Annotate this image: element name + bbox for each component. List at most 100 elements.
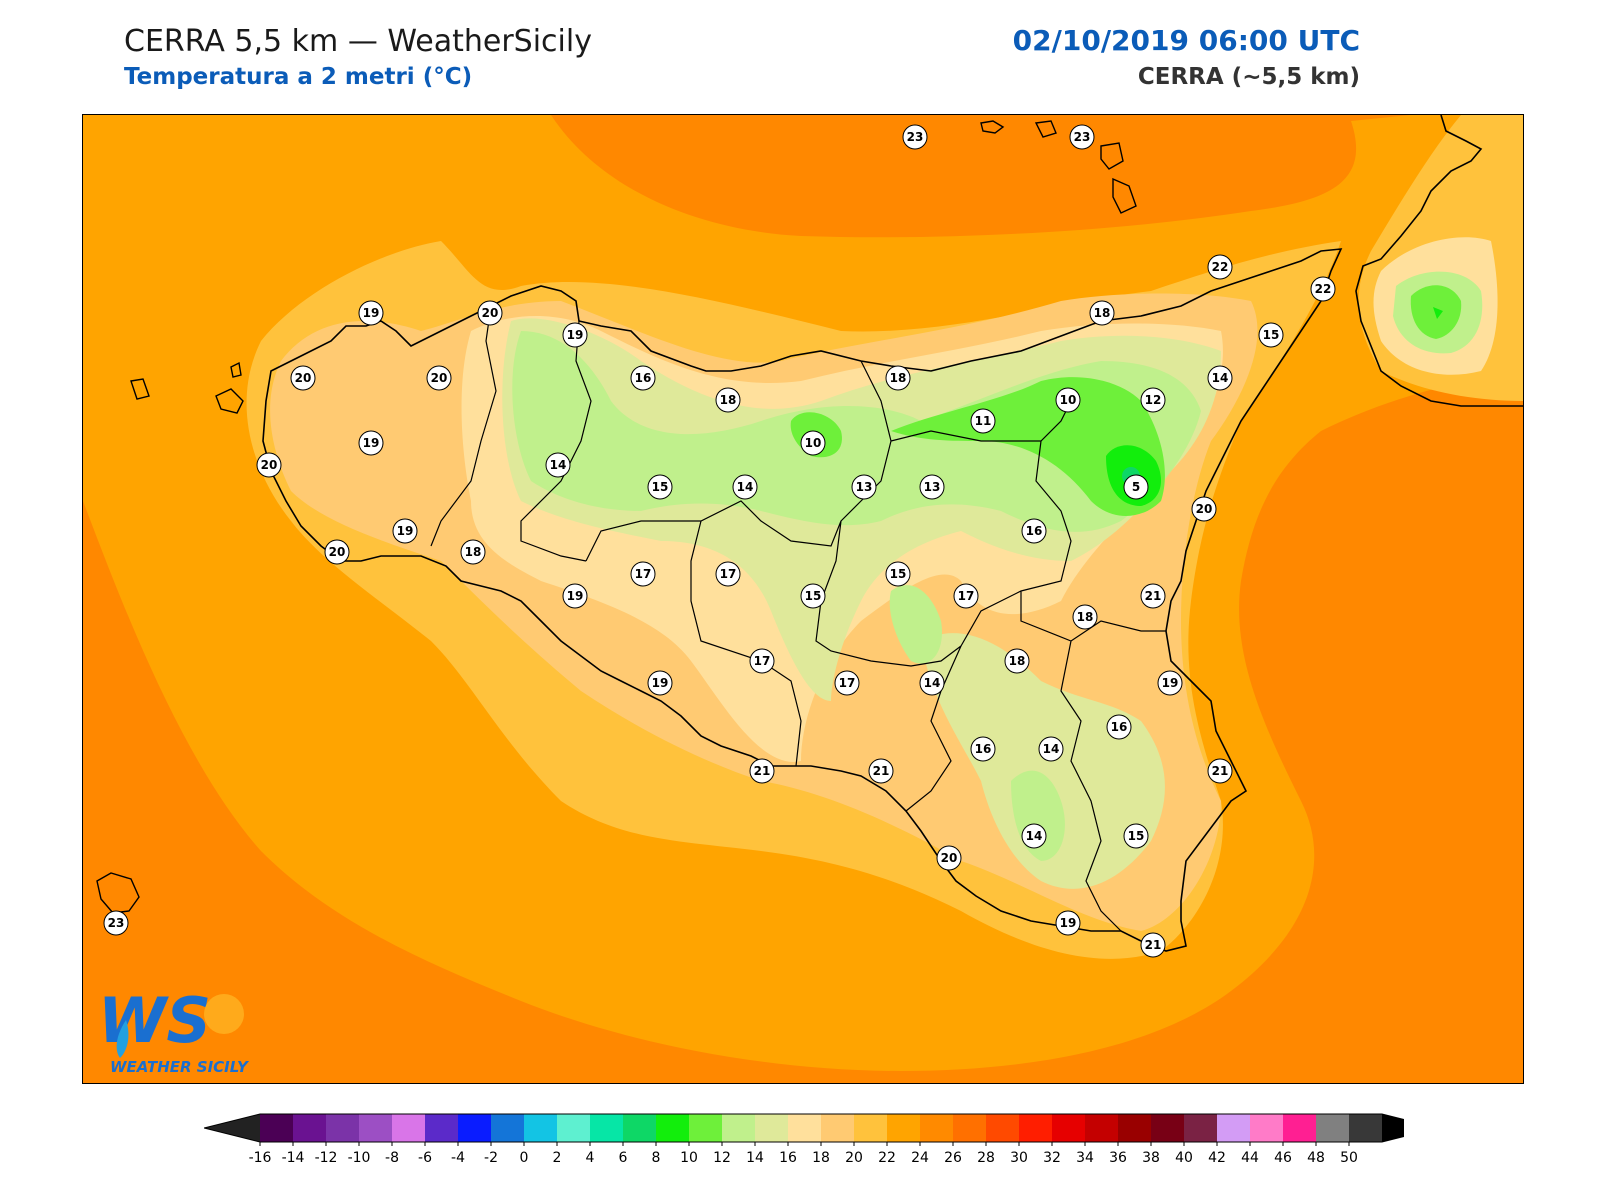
island-lipari [1112,177,1137,214]
svg-text:18: 18 [465,545,482,559]
svg-text:19: 19 [363,306,380,320]
svg-text:21: 21 [754,764,771,778]
station-marker: 23 [103,910,129,936]
station-marker: 21 [868,758,894,784]
colorbar-tick-label: 30 [1010,1150,1028,1166]
station-marker: 14 [732,474,758,500]
colorbar-cell [1349,1114,1383,1142]
station-marker: 17 [630,561,656,587]
colorbar-cell [1052,1114,1086,1142]
station-marker: 15 [647,474,673,500]
colorbar-cell [1316,1114,1350,1142]
colorbar-cell [1085,1114,1119,1142]
colorbar-tick-label: 4 [586,1150,595,1166]
station-marker: 16 [630,365,656,391]
station-marker: 12 [1140,387,1166,413]
colorbar-tick-label: 8 [652,1150,661,1166]
station-marker: 18 [460,539,486,565]
svg-text:20: 20 [941,851,958,865]
colorbar-tick-label: 18 [812,1150,830,1166]
province-borders [430,305,1166,932]
colorbar-cell [1283,1114,1317,1142]
island-favignana [215,388,244,414]
temperature-colorbar: -16 -14 -12 -10 -8 -6 -4 -2 0 2 4 6 8 10 12 14 16 18 20 22 2… [204,1113,1404,1166]
band-12-center [889,585,942,664]
station-marker: 16 [1106,714,1132,740]
model-resolution: CERRA (~5,5 km) [1137,64,1360,90]
svg-text:20: 20 [431,371,448,385]
svg-text:20: 20 [1196,502,1213,516]
station-marker: 15 [1258,322,1284,348]
colorbar-tick-label: 22 [878,1150,896,1166]
colorbar-cells [204,1113,1404,1143]
colorbar-cell [1151,1114,1185,1142]
colorbar-tick-label: 14 [746,1150,764,1166]
svg-text:16: 16 [635,371,652,385]
station-marker: 15 [800,583,826,609]
logo-initials: WS [98,984,211,1057]
colorbar-cell [722,1114,756,1142]
station-marker: 20 [936,845,962,871]
svg-text:5: 5 [1132,480,1140,494]
colorbar-tick-label: -2 [484,1150,498,1166]
colorbar-cell [986,1114,1020,1142]
colorbar-cell [1250,1114,1284,1142]
station-marker: 18 [885,365,911,391]
station-marker: 23 [1069,124,1095,150]
station-marker: 15 [1123,823,1149,849]
map-datetime: 02/10/2019 06:00 UTC [1012,24,1360,57]
svg-text:16: 16 [975,742,992,756]
station-marker: 18 [1072,604,1098,630]
colorbar-cell [491,1114,525,1142]
colorbar-cell [689,1114,723,1142]
island-filicudi [1034,120,1057,138]
svg-text:10: 10 [805,436,822,450]
station-marker: 21 [749,758,775,784]
colorbar-tick-label: 44 [1241,1150,1259,1166]
station-marker: 10 [1055,387,1081,413]
colorbar-tick-label: -14 [282,1150,305,1166]
svg-text:14: 14 [1043,742,1060,756]
colorbar-cell [755,1114,789,1142]
colorbar-tick-label: 32 [1043,1150,1061,1166]
station-marker: 19 [358,300,384,326]
station-marker: 20 [290,365,316,391]
colorbar-tick-label: 20 [845,1150,863,1166]
svg-text:10: 10 [1060,393,1077,407]
band-10-north [891,377,1165,516]
station-marker: 21 [1140,932,1166,958]
colorbar-cell [392,1114,426,1142]
colorbar-cell [293,1114,327,1142]
station-marker: 23 [902,124,928,150]
station-marker: 17 [953,583,979,609]
colorbar-cell [458,1114,492,1142]
station-marker: 20 [1191,496,1217,522]
svg-text:19: 19 [1162,676,1179,690]
colorbar-cell [656,1114,690,1142]
svg-text:17: 17 [720,567,737,581]
island-salina [1100,142,1124,170]
svg-text:19: 19 [652,676,669,690]
svg-text:21: 21 [873,764,890,778]
station-marker: 19 [647,670,673,696]
svg-text:18: 18 [1094,306,1111,320]
svg-text:18: 18 [890,371,907,385]
station-marker: 14 [1021,823,1047,849]
colorbar-tick-label: 50 [1340,1150,1358,1166]
station-marker: 19 [1157,670,1183,696]
station-marker: 18 [1004,648,1030,674]
colorbar-cell [1217,1114,1251,1142]
station-marker: 19 [562,583,588,609]
colorbar-tick-label: -12 [315,1150,338,1166]
svg-text:23: 23 [108,916,125,930]
station-marker: 20 [477,300,503,326]
map-title: CERRA 5,5 km — WeatherSicily [124,24,592,59]
colorbar-tick-label: 40 [1175,1150,1193,1166]
weather-sicily-logo: WS WEATHER SICILY [98,984,250,1076]
svg-text:14: 14 [737,480,754,494]
drop-icon [116,1020,129,1058]
svg-text:15: 15 [1128,829,1145,843]
svg-text:14: 14 [550,458,567,472]
svg-text:12: 12 [1145,393,1162,407]
island-marettimo [130,378,150,400]
